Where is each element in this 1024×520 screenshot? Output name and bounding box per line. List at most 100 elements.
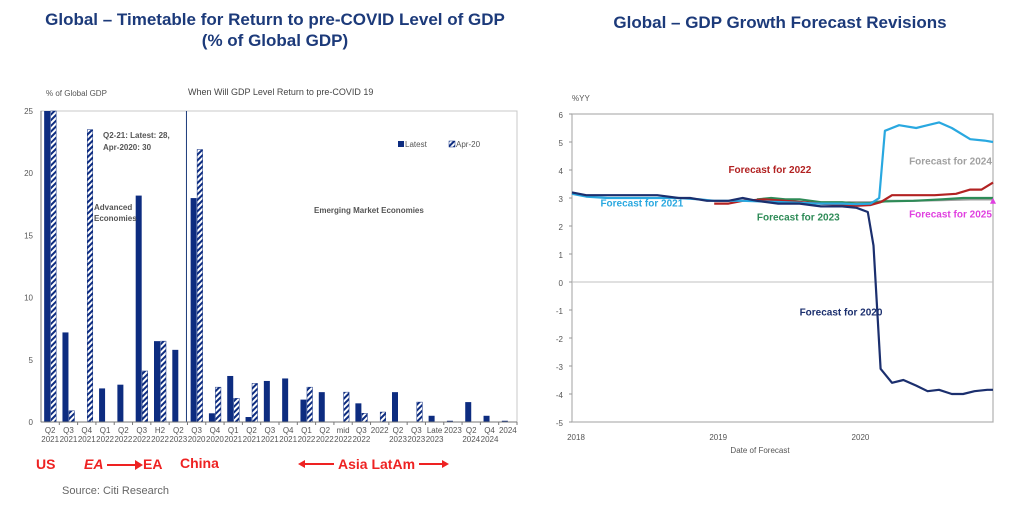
right-y-tick-label: 6 [559, 111, 564, 120]
left-x-tick-label-year: 2023 [169, 435, 187, 444]
bar-latest [154, 341, 160, 422]
bar-latest [300, 399, 307, 422]
left-legend: Latest Apr-20 [398, 140, 481, 149]
emerging-market-label: Emerging Market Economies [314, 206, 424, 215]
left-x-tick-label-year: 2021 [78, 435, 96, 444]
bar-apr20 [68, 410, 75, 423]
legend-swatch-apr20 [448, 140, 456, 148]
right-y-tick-label: 4 [559, 167, 564, 176]
label-forecast-for-2024: Forecast for 2024 [909, 156, 992, 167]
left-x-tick-label: Q2 [173, 426, 184, 435]
left-x-tick-label-year: 2023 [407, 435, 425, 444]
bar-apr20 [215, 386, 222, 423]
right-y-axis-label: %YY [572, 94, 590, 103]
left-x-tick-label-year: 2021 [243, 435, 261, 444]
left-x-tick-label-year: 2021 [224, 435, 242, 444]
bar-latest [483, 415, 490, 422]
bar-latest [190, 198, 197, 422]
bar-latest [227, 375, 234, 422]
bar-apr20 [343, 391, 350, 423]
label-forecast-for-2021: Forecast for 2021 [600, 198, 683, 209]
left-chart-title: Global – Timetable for Return to pre-COV… [40, 9, 510, 51]
left-x-tick-label-year: 2022 [96, 435, 114, 444]
left-x-tick-label: mid [337, 426, 350, 435]
left-y-tick-label: 10 [24, 294, 33, 303]
us-note-line2: Apr-2020: 30 [103, 143, 152, 152]
bar-apr20 [233, 398, 240, 423]
left-x-tick-label: Q4 [283, 426, 294, 435]
left-x-tick-label-year: 2022 [298, 435, 316, 444]
left-x-tick-label: 2023 [444, 426, 462, 435]
bar-apr20 [416, 401, 423, 423]
left-x-tick-label-year: 2020 [188, 435, 206, 444]
left-x-tick-label: Q3 [265, 426, 276, 435]
bar-latest [282, 378, 289, 422]
bar-latest [117, 384, 124, 422]
legend-label-apr20: Apr-20 [456, 140, 481, 149]
label-forecast-for-2023: Forecast for 2023 [757, 212, 840, 223]
left-x-tick-label-year: 2023 [426, 435, 444, 444]
left-x-tick-label: Q4 [210, 426, 221, 435]
bar-apr20 [196, 149, 203, 423]
left-x-tick-label: Q3 [356, 426, 367, 435]
bar-latest [44, 111, 51, 422]
right-y-tick-label: 3 [559, 195, 564, 204]
ea-arrow-head-icon [135, 460, 143, 470]
right-y-tick-label: 5 [559, 139, 564, 148]
left-x-tick-label: Q3 [191, 426, 202, 435]
marker-forecast-for-2025 [990, 197, 996, 204]
right-y-tick-label: -1 [556, 307, 564, 316]
right-y-tick-label: -5 [556, 419, 564, 428]
label-forecast-for-2022: Forecast for 2022 [728, 165, 811, 176]
left-x-tick-label: Q4 [81, 426, 92, 435]
left-x-tick-label: Q2 [466, 426, 477, 435]
bar-latest [501, 420, 508, 422]
left-x-tick-label-year: 2021 [60, 435, 78, 444]
bar-apr20 [379, 411, 386, 423]
right-y-tick-label: 0 [559, 279, 564, 288]
left-x-tick-label: Q2 [319, 426, 330, 435]
left-x-tick-label: Q1 [301, 426, 312, 435]
left-chart-subtitle: When Will GDP Level Return to pre-COVID … [188, 87, 373, 97]
asia-right-arrow-icon [442, 460, 449, 468]
legend-swatch-latest [398, 141, 404, 147]
bar-apr20 [160, 340, 167, 423]
left-x-tick-label-year: 2020 [206, 435, 224, 444]
forecast-revisions-line-chart: %YY -5 -4 -3 -2 -1 0 1 2 3 4 5 6 2018 2019 2020 Forec… [556, 94, 996, 455]
left-x-tick-label: Q4 [484, 426, 495, 435]
bar-latest [245, 417, 252, 422]
left-x-tick-label-year: 2023 [389, 435, 407, 444]
bar-apr20 [87, 129, 94, 423]
line-forecast-for-2020 [571, 191, 993, 396]
right-x-tick-label: 2020 [852, 433, 870, 442]
left-x-tick-label: Q3 [63, 426, 74, 435]
asia-left-arrow-icon [298, 460, 305, 468]
left-y-tick-label: 5 [29, 356, 34, 365]
left-title-line1: Global – Timetable for Return to pre-COV… [45, 10, 505, 29]
left-y-tick-label: 25 [24, 107, 33, 116]
left-x-tick-label: Q3 [411, 426, 422, 435]
timetable-bar-chart: % of Global GDP When Will GDP Level Retu… [24, 87, 518, 444]
left-y-tick-label: 20 [24, 169, 33, 178]
region-label-ea-forecast: EA [84, 456, 104, 472]
right-y-tick-label: -3 [556, 363, 564, 372]
right-plot-frame [571, 113, 994, 423]
left-plot-frame [40, 110, 518, 423]
left-x-tick-label-year: 2024 [462, 435, 480, 444]
left-x-tick-label-year: 2022 [352, 435, 370, 444]
left-x-tick-label: Late [427, 426, 443, 435]
region-label-ea: EA [143, 456, 163, 472]
left-x-tick-label: Q2 [45, 426, 56, 435]
left-y-axis-label: % of Global GDP [46, 89, 107, 98]
left-x-tick-label-year: 2021 [41, 435, 59, 444]
right-y-tick-label: -2 [556, 335, 564, 344]
left-x-tick-label: Q2 [246, 426, 257, 435]
bar-latest [172, 349, 179, 422]
left-title-line2: (% of Global GDP) [201, 31, 349, 50]
bar-latest [99, 388, 106, 422]
left-x-tick-label: 2024 [499, 426, 517, 435]
asia-right-arrow-line [419, 463, 443, 465]
left-x-tick-label-year: 2022 [133, 435, 151, 444]
right-chart-title: Global – GDP Growth Forecast Revisions [613, 13, 947, 32]
